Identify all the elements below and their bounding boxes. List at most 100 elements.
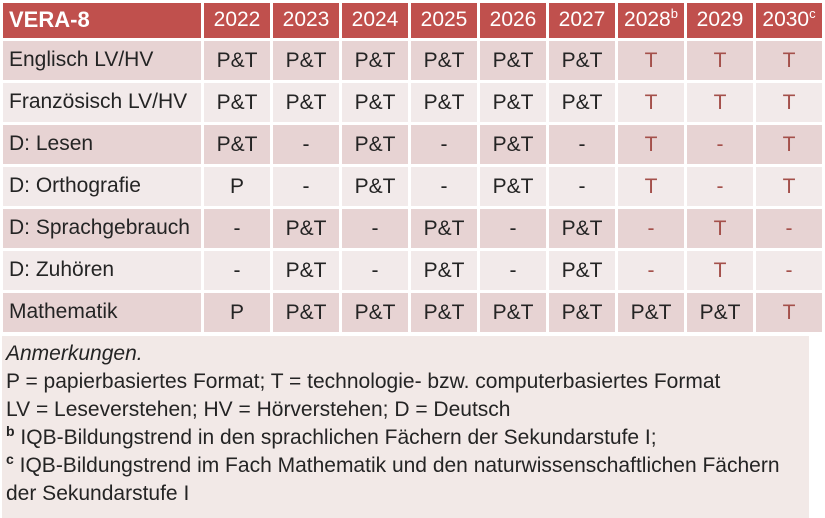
notes-heading: Anmerkungen.: [6, 342, 143, 365]
cell-2025: -: [411, 167, 477, 206]
cell-2027: P&T: [549, 209, 615, 248]
cell-2028: T: [618, 41, 684, 80]
table-row: Englisch LV/HV P&T P&T P&T P&T P&T P&T T T T: [3, 41, 822, 80]
cell-2024: P&T: [342, 293, 408, 332]
row-label: D: Sprachgebrauch: [3, 209, 201, 248]
cell-2022: P&T: [204, 41, 270, 80]
column-header-superscript: c: [809, 5, 816, 21]
row-label: D: Lesen: [3, 125, 201, 164]
cell-2024: P&T: [342, 167, 408, 206]
column-header-2029: 2029: [687, 3, 753, 38]
page: VERA-8 2022 2023 2024 2025 2026 2027 2028b 2029…: [2, 3, 822, 518]
cell-2024: P&T: [342, 41, 408, 80]
cell-2030: T: [756, 167, 822, 206]
cell-2028: -: [618, 251, 684, 290]
cell-2028: P&T: [618, 293, 684, 332]
row-label: Mathematik: [3, 293, 201, 332]
cell-2022: P: [204, 293, 270, 332]
cell-2027: P&T: [549, 41, 615, 80]
table-row: Französisch LV/HV P&T P&T P&T P&T P&T P&T T T T: [3, 83, 822, 122]
cell-2023: -: [273, 125, 339, 164]
cell-2026: -: [480, 251, 546, 290]
cell-2026: P&T: [480, 41, 546, 80]
column-header-2030: 2030c: [756, 3, 822, 38]
cell-2029: P&T: [687, 293, 753, 332]
cell-2026: P&T: [480, 167, 546, 206]
table-row: Mathematik P P&T P&T P&T P&T P&T P&T P&T T: [3, 293, 822, 332]
cell-2023: P&T: [273, 41, 339, 80]
header-row: VERA-8 2022 2023 2024 2025 2026 2027 2028b 2029…: [3, 3, 822, 38]
cell-2029: -: [687, 167, 753, 206]
cell-2024: -: [342, 251, 408, 290]
column-header-2027: 2027: [549, 3, 615, 38]
table-row: D: Zuhören - P&T - P&T - P&T - T -: [3, 251, 822, 290]
cell-2029: T: [687, 209, 753, 248]
cell-2023: P&T: [273, 83, 339, 122]
cell-2023: P&T: [273, 293, 339, 332]
cell-2027: -: [549, 125, 615, 164]
cell-2024: P&T: [342, 125, 408, 164]
cell-2027: P&T: [549, 293, 615, 332]
cell-2030: -: [756, 209, 822, 248]
column-header-2024: 2024: [342, 3, 408, 38]
cell-2029: T: [687, 41, 753, 80]
cell-2030: T: [756, 125, 822, 164]
column-header-2022: 2022: [204, 3, 270, 38]
cell-2022: P: [204, 167, 270, 206]
cell-2029: -: [687, 125, 753, 164]
cell-2029: T: [687, 83, 753, 122]
cell-2025: P&T: [411, 83, 477, 122]
cell-2030: T: [756, 293, 822, 332]
row-label: Französisch LV/HV: [3, 83, 201, 122]
note-superscript: b: [6, 423, 15, 439]
cell-2027: P&T: [549, 251, 615, 290]
table-title: VERA-8: [3, 3, 201, 38]
cell-2029: T: [687, 251, 753, 290]
cell-2023: P&T: [273, 209, 339, 248]
column-header-2025: 2025: [411, 3, 477, 38]
cell-2026: -: [480, 209, 546, 248]
cell-2022: -: [204, 251, 270, 290]
cell-2025: P&T: [411, 41, 477, 80]
cell-2030: -: [756, 251, 822, 290]
column-header-2023: 2023: [273, 3, 339, 38]
column-header-2026: 2026: [480, 3, 546, 38]
cell-2027: P&T: [549, 83, 615, 122]
cell-2023: -: [273, 167, 339, 206]
cell-2022: P&T: [204, 125, 270, 164]
table-row: D: Orthografie P - P&T - P&T - T - T: [3, 167, 822, 206]
vera8-schedule-table: VERA-8 2022 2023 2024 2025 2026 2027 2028b 2029…: [3, 3, 822, 332]
cell-2030: T: [756, 83, 822, 122]
cell-2023: P&T: [273, 251, 339, 290]
note-line: LV = Leseverstehen; HV = Hörverstehen; D…: [6, 398, 511, 421]
row-label: Englisch LV/HV: [3, 41, 201, 80]
cell-2028: -: [618, 209, 684, 248]
notes-section: Anmerkungen. P = papierbasiertes Format;…: [2, 336, 809, 518]
cell-2027: -: [549, 167, 615, 206]
note-line: b IQB-Bildungstrend in den sprachlichen …: [6, 423, 657, 449]
column-header-superscript: b: [670, 5, 678, 21]
cell-2022: -: [204, 209, 270, 248]
table-row: D: Lesen P&T - P&T - P&T - T - T: [3, 125, 822, 164]
notes-lines: P = papierbasiertes Format; T = technolo…: [6, 368, 801, 508]
cell-2024: -: [342, 209, 408, 248]
table-body: Englisch LV/HV P&T P&T P&T P&T P&T P&T T T T Franz…: [3, 41, 822, 332]
cell-2025: -: [411, 125, 477, 164]
cell-2028: T: [618, 125, 684, 164]
cell-2025: P&T: [411, 209, 477, 248]
cell-2026: P&T: [480, 293, 546, 332]
cell-2025: P&T: [411, 293, 477, 332]
row-label: D: Zuhören: [3, 251, 201, 290]
cell-2028: T: [618, 167, 684, 206]
cell-2026: P&T: [480, 125, 546, 164]
note-line: c IQB-Bildungstrend im Fach Mathematik u…: [6, 451, 780, 505]
cell-2025: P&T: [411, 251, 477, 290]
cell-2024: P&T: [342, 83, 408, 122]
note-line: P = papierbasiertes Format; T = technolo…: [6, 370, 721, 393]
row-label: D: Orthografie: [3, 167, 201, 206]
cell-2022: P&T: [204, 83, 270, 122]
cell-2028: T: [618, 83, 684, 122]
table-row: D: Sprachgebrauch - P&T - P&T - P&T - T -: [3, 209, 822, 248]
column-header-2028: 2028b: [618, 3, 684, 38]
table-header: VERA-8 2022 2023 2024 2025 2026 2027 2028b 2029…: [3, 3, 822, 38]
